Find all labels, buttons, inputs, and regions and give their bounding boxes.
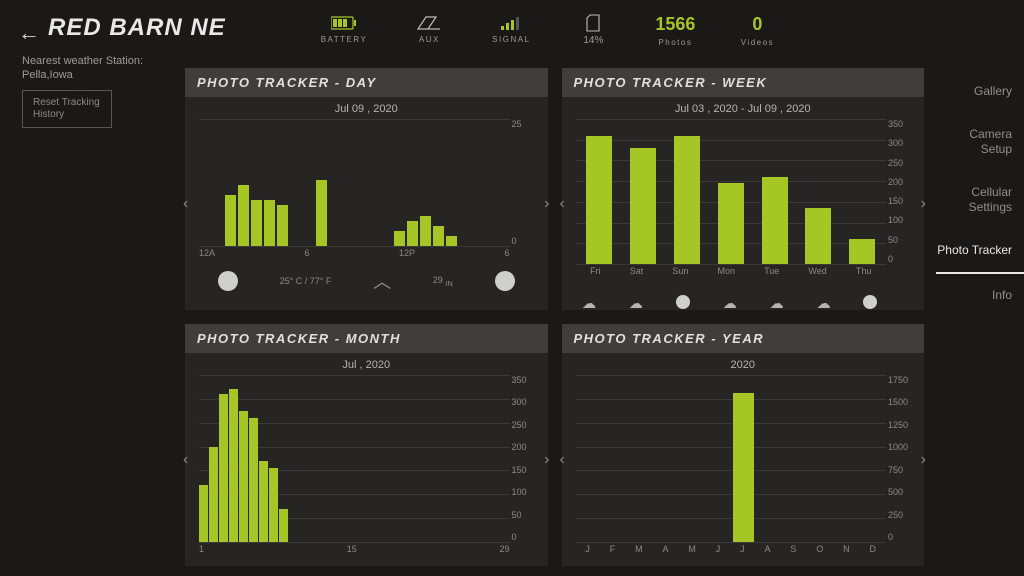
week-bar <box>762 177 788 264</box>
top-header: ← RED BARN NE BATTERY AUX SIGNAL 14% 156… <box>18 14 924 62</box>
panel-day-date: Jul 09 , 2020 <box>195 103 538 115</box>
month-bar <box>269 468 278 542</box>
week-prev-icon[interactable]: ‹ <box>560 195 565 213</box>
day-bar <box>394 231 405 246</box>
signal-stat: SIGNAL <box>491 14 531 44</box>
sdcard-icon <box>586 14 600 32</box>
cloud-icon: ☁ <box>770 295 784 312</box>
nav-item-camera-setup[interactable]: Camera Setup <box>936 113 1024 171</box>
panel-month-title: PHOTO TRACKER - MONTH <box>185 324 548 353</box>
panel-month-date: Jul , 2020 <box>195 359 538 371</box>
panel-day: PHOTO TRACKER - DAY Jul 09 , 2020 ‹ › 25… <box>185 68 548 310</box>
storage-stat: 14% <box>573 14 613 46</box>
year-prev-icon[interactable]: ‹ <box>560 451 565 469</box>
week-bar <box>674 136 700 264</box>
videos-count: 0 <box>752 14 762 35</box>
day-bar <box>264 200 275 246</box>
moon-icon <box>676 295 690 312</box>
cloud-icon: ☁ <box>629 295 643 312</box>
moon-icon <box>863 295 877 312</box>
cloud-icon: ☁ <box>817 295 831 312</box>
month-bar <box>229 389 238 542</box>
panel-day-title: PHOTO TRACKER - DAY <box>185 68 548 97</box>
day-bar <box>407 221 418 246</box>
month-next-icon[interactable]: › <box>544 451 549 469</box>
battery-label: BATTERY <box>321 35 368 44</box>
week-bar <box>805 208 831 264</box>
photos-label: Photos <box>658 38 692 47</box>
week-chart: 350300250200150100500 FriSatSunMonTueWed… <box>572 119 915 282</box>
signal-icon <box>501 14 521 32</box>
weather-station-line1: Nearest weather Station: <box>22 54 143 68</box>
aux-stat: AUX <box>409 14 449 44</box>
week-bar <box>586 136 612 264</box>
panel-month: PHOTO TRACKER - MONTH Jul , 2020 ‹ › 350… <box>185 324 548 566</box>
photos-stat[interactable]: 1566 Photos <box>655 14 695 47</box>
month-chart: 350300250200150100500 11529 <box>195 375 538 560</box>
storage-pct: 14% <box>583 35 603 46</box>
month-prev-icon[interactable]: ‹ <box>183 451 188 469</box>
aux-icon <box>416 14 442 32</box>
month-bar <box>199 485 208 542</box>
status-strip: BATTERY AUX SIGNAL 14% 1566 Photos 0 Vid… <box>321 14 778 47</box>
back-icon[interactable]: ← <box>18 20 40 46</box>
month-bar <box>279 509 288 542</box>
panel-week: PHOTO TRACKER - WEEK Jul 03 , 2020 - Jul… <box>562 68 925 310</box>
day-bar <box>420 216 431 246</box>
day-bar <box>446 236 457 246</box>
right-nav: GalleryCamera SetupCellular SettingsPhot… <box>936 70 1024 317</box>
month-bar <box>239 411 248 542</box>
reset-tracking-button[interactable]: Reset Tracking History <box>22 90 112 128</box>
day-bar <box>251 200 262 246</box>
panel-week-date: Jul 03 , 2020 - Jul 09 , 2020 <box>572 103 915 115</box>
signal-label: SIGNAL <box>492 35 530 44</box>
year-bar <box>733 393 755 542</box>
day-bar <box>238 185 249 246</box>
nav-item-photo-tracker[interactable]: Photo Tracker <box>936 229 1024 274</box>
panel-year-title: PHOTO TRACKER - YEAR <box>562 324 925 353</box>
week-next-icon[interactable]: › <box>921 195 926 213</box>
weather-station-line2: Pella,Iowa <box>22 68 143 82</box>
day-precip: 29 IN <box>433 275 453 288</box>
month-bar <box>219 394 228 542</box>
month-bar <box>259 461 268 542</box>
panel-year: PHOTO TRACKER - YEAR 2020 ‹ › 1750150012… <box>562 324 925 566</box>
month-bar <box>249 418 258 542</box>
day-bar <box>433 226 444 246</box>
photos-count: 1566 <box>655 14 695 35</box>
day-bar <box>277 205 288 246</box>
day-footer: 25° C / 77° F ︿ 29 IN <box>197 260 536 302</box>
nav-item-gallery[interactable]: Gallery <box>936 70 1024 113</box>
moon-phase-icon <box>218 271 238 291</box>
day-bar <box>316 180 327 246</box>
panels-grid: PHOTO TRACKER - DAY Jul 09 , 2020 ‹ › 25… <box>185 68 924 566</box>
cloud-icon: ☁ <box>723 295 737 312</box>
day-chart: 250 12A612P6 <box>195 119 538 264</box>
aux-label: AUX <box>419 35 440 44</box>
videos-stat[interactable]: 0 Videos <box>737 14 777 47</box>
day-next-icon[interactable]: › <box>544 195 549 213</box>
day-prev-icon[interactable]: ‹ <box>183 195 188 213</box>
weather-station-label: Nearest weather Station: Pella,Iowa <box>22 54 143 83</box>
month-bar <box>209 447 218 542</box>
day-bar <box>225 195 236 246</box>
week-weather-icons: ☁ ☁ ☁ ☁ ☁ <box>566 295 895 312</box>
battery-icon <box>331 14 357 32</box>
nav-item-info[interactable]: Info <box>936 274 1024 317</box>
updraft-icon: ︿ <box>373 268 391 294</box>
week-bar <box>630 148 656 264</box>
cloud-icon: ☁ <box>582 295 596 312</box>
week-bar <box>718 183 744 264</box>
day-temp: 25° C / 77° F <box>280 276 332 286</box>
panel-year-date: 2020 <box>572 359 915 371</box>
panel-week-title: PHOTO TRACKER - WEEK <box>562 68 925 97</box>
moon-phase-icon-2 <box>495 271 515 291</box>
week-bar <box>849 239 875 264</box>
nav-item-cellular-settings[interactable]: Cellular Settings <box>936 171 1024 229</box>
videos-label: Videos <box>741 38 774 47</box>
page-title: RED BARN NE <box>48 14 226 42</box>
year-chart: 17501500125010007505002500 JFMAMJJASOND <box>572 375 915 560</box>
battery-stat: BATTERY <box>321 14 368 44</box>
year-next-icon[interactable]: › <box>921 451 926 469</box>
